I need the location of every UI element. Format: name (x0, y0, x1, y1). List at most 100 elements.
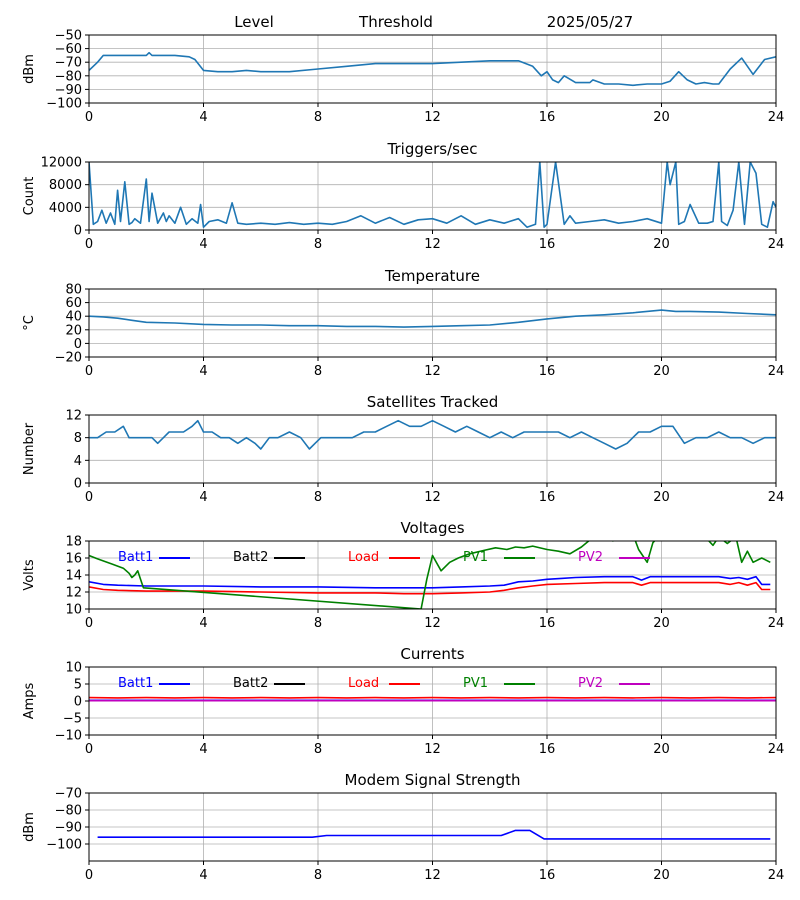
series-line-pv1 (89, 541, 771, 609)
x-tick-label: 16 (539, 490, 556, 505)
y-tick-label: 0 (74, 224, 82, 239)
y-tick-label: 0 (74, 695, 82, 710)
x-tick-label: 20 (653, 868, 670, 883)
panel-title: Satellites Tracked (367, 393, 498, 411)
x-tick-label: 16 (539, 110, 556, 125)
legend-label-pv2: PV2 (578, 550, 603, 565)
panel-title: Voltages (400, 519, 464, 537)
x-tick-label: 20 (653, 616, 670, 631)
x-tick-label: 0 (85, 742, 93, 757)
legend-label-pv2: PV2 (578, 676, 603, 691)
x-tick-label: 0 (85, 490, 93, 505)
x-tick-label: 4 (199, 490, 207, 505)
x-tick-label: 8 (314, 490, 322, 505)
y-tick-label: 16 (65, 552, 82, 567)
y-tick-label: 10 (65, 603, 82, 618)
header-date: 2025/05/27 (547, 13, 633, 31)
series-line (89, 309, 776, 328)
y-tick-label: −80 (55, 804, 82, 819)
legend-label-load: Load (348, 676, 379, 691)
y-axis-label: Volts (22, 559, 37, 591)
x-tick-label: 12 (424, 490, 441, 505)
y-tick-label: −60 (55, 42, 82, 57)
y-tick-label: −70 (55, 787, 82, 802)
x-tick-label: 0 (85, 364, 93, 379)
x-tick-label: 8 (314, 364, 322, 379)
y-tick-label: −50 (55, 29, 82, 44)
series-line (89, 51, 776, 87)
x-tick-label: 24 (768, 616, 785, 631)
legend-label-batt1: Batt1 (118, 550, 153, 565)
panel-title: Triggers/sec (387, 140, 478, 158)
x-tick-label: 24 (768, 237, 785, 252)
y-tick-label: 10 (65, 661, 82, 676)
x-tick-label: 4 (199, 110, 207, 125)
x-tick-label: 0 (85, 868, 93, 883)
x-tick-label: 24 (768, 110, 785, 125)
x-tick-label: 20 (653, 364, 670, 379)
x-tick-label: 8 (314, 616, 322, 631)
y-tick-label: 60 (65, 296, 82, 311)
y-tick-label: 40 (65, 310, 82, 325)
x-tick-label: 24 (768, 742, 785, 757)
panel-title: Currents (400, 645, 464, 663)
x-tick-label: 12 (424, 110, 441, 125)
y-tick-label: 0 (74, 477, 82, 492)
y-tick-label: −100 (46, 838, 82, 853)
y-axis-label: °C (22, 315, 37, 331)
x-tick-label: 24 (768, 490, 785, 505)
y-tick-label: −90 (55, 821, 82, 836)
x-tick-label: 0 (85, 616, 93, 631)
y-tick-label: 12000 (41, 156, 82, 171)
y-tick-label: −20 (55, 351, 82, 366)
series-line-batt1 (89, 575, 771, 589)
y-tick-label: 8000 (49, 178, 82, 193)
x-tick-label: 20 (653, 742, 670, 757)
series-line (89, 419, 776, 450)
y-tick-label: 5 (74, 678, 82, 693)
legend-label-batt2: Batt2 (233, 550, 268, 565)
x-tick-label: 4 (199, 616, 207, 631)
y-tick-label: −90 (55, 83, 82, 98)
x-tick-label: 0 (85, 237, 93, 252)
y-tick-label: 0 (74, 337, 82, 352)
series-line (97, 829, 771, 840)
x-tick-label: 8 (314, 110, 322, 125)
y-tick-label: −10 (55, 729, 82, 744)
x-tick-label: 4 (199, 237, 207, 252)
y-tick-label: −100 (46, 97, 82, 112)
y-tick-label: 8 (74, 431, 82, 446)
x-tick-label: 24 (768, 868, 785, 883)
x-tick-label: 12 (424, 868, 441, 883)
legend-label-pv1: PV1 (463, 676, 488, 691)
header-threshold: Threshold (358, 13, 433, 31)
x-tick-label: 12 (424, 742, 441, 757)
panel-voltages: 0 4 8 12 16 20 24 10 12 14 16 18 Voltages Volts Batt1 B… (22, 519, 784, 631)
x-tick-label: 16 (539, 237, 556, 252)
x-tick-label: 24 (768, 364, 785, 379)
panel-satellites: 0 4 8 12 16 20 24 0 4 8 12 Satellites Tracked Number (22, 393, 784, 505)
panel-modem: 0 4 8 12 16 20 24 −100 −90 −80 −70 Modem Signal Str… (22, 771, 784, 883)
x-tick-label: 12 (424, 237, 441, 252)
y-tick-label: 12 (65, 409, 82, 424)
x-tick-label: 4 (199, 868, 207, 883)
header: Level Threshold 2025/05/27 (234, 13, 633, 31)
series-line (89, 162, 776, 228)
x-tick-label: 8 (314, 742, 322, 757)
panel-level: 0 4 8 12 16 20 24 −100−90−80−70−60−50 dBm (22, 29, 784, 126)
x-tick-label: 16 (539, 868, 556, 883)
x-tick-label: 16 (539, 616, 556, 631)
y-tick-label: 20 (65, 323, 82, 338)
y-tick-label: −80 (55, 69, 82, 84)
x-tick-label: 8 (314, 868, 322, 883)
y-axis-label: Amps (22, 682, 37, 719)
x-tick-label: 12 (424, 616, 441, 631)
y-axis-label: Number (22, 422, 37, 475)
x-tick-label: 0 (85, 110, 93, 125)
y-tick-label: 14 (65, 569, 82, 584)
x-tick-label: 4 (199, 742, 207, 757)
